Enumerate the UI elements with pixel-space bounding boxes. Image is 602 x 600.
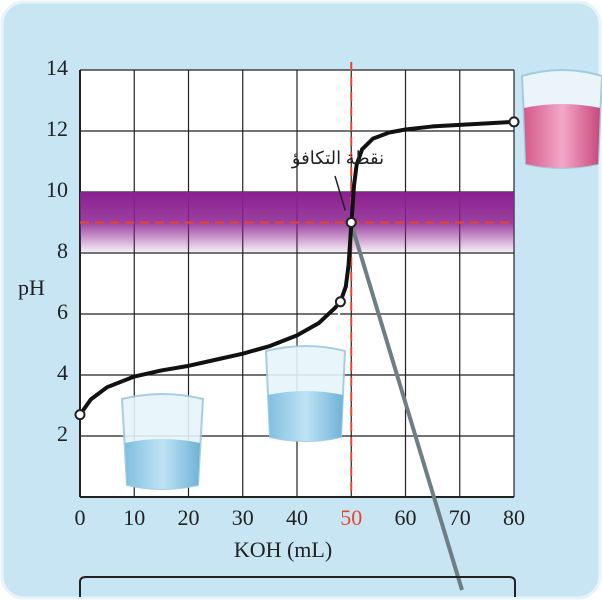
x-axis-label: KOH (mL)	[234, 537, 332, 562]
decoration	[79, 69, 602, 597]
y-tick-label: 10	[46, 177, 68, 202]
equivalence-point	[345, 217, 357, 228]
y-tick-label: 4	[57, 360, 68, 385]
marker	[74, 409, 86, 421]
y-tick-label: 8	[57, 238, 68, 263]
y-tick-label: 12	[46, 116, 68, 141]
x-tick-label: 70	[449, 505, 471, 530]
x-tick-label: 80	[503, 505, 525, 530]
x-tick-label: 50	[340, 505, 362, 530]
x-tick-label: 60	[395, 505, 417, 530]
x-tick-label: 40	[286, 505, 308, 530]
y-tick-label: 6	[57, 299, 68, 324]
y-axis-label: pH	[18, 275, 45, 300]
marker	[508, 116, 520, 128]
x-tick-label: 30	[232, 505, 254, 530]
x-tick-label: 20	[178, 505, 200, 530]
x-tick-label: 10	[123, 505, 145, 530]
marker	[334, 296, 346, 308]
curve	[78, 119, 515, 416]
y-tick-label: 2	[57, 421, 68, 446]
y-tick-label: 14	[46, 55, 68, 80]
annotation: نقطة التكافؤ	[291, 148, 384, 169]
x-tick-label: 0	[75, 505, 86, 530]
annotation-arrow	[334, 175, 346, 211]
